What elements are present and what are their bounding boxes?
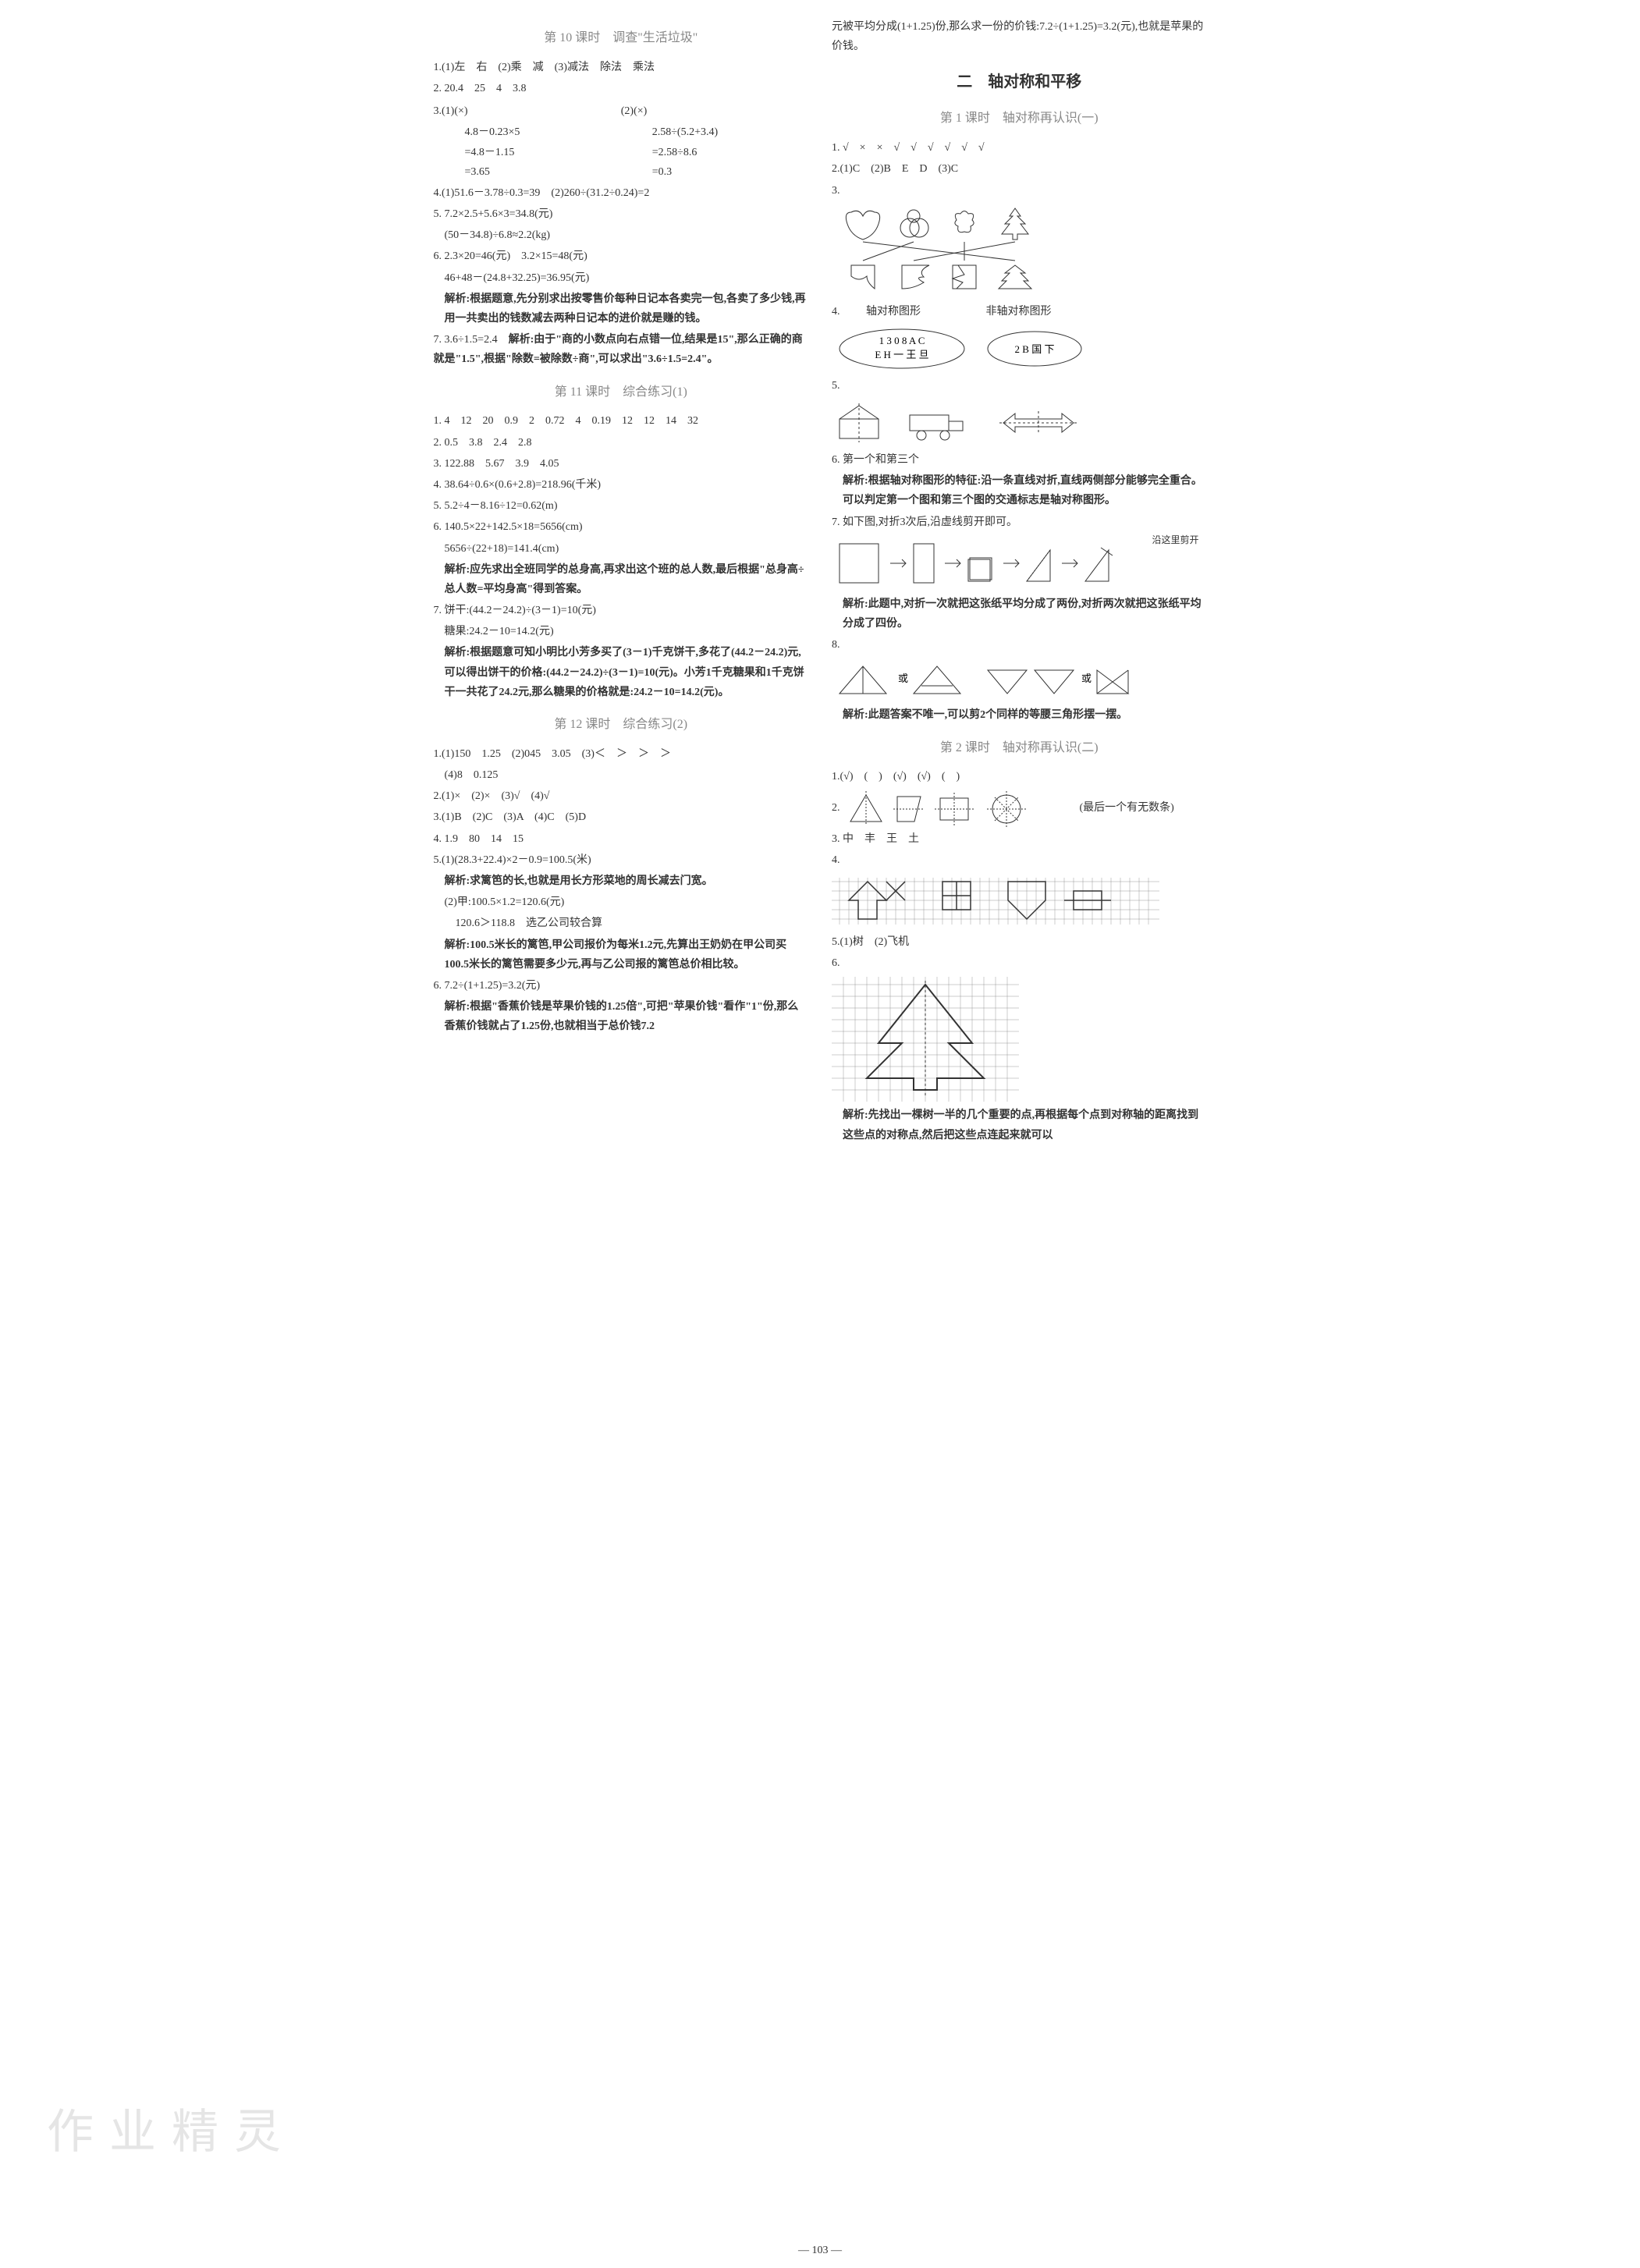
s10-q3-1c: =3.65 bbox=[465, 162, 621, 182]
q5-shapes bbox=[832, 399, 1207, 446]
r-s2-q4-label: 4. bbox=[832, 850, 1207, 870]
top-continuation: 元被平均分成(1+1.25)份,那么求一份的价钱:7.2÷(1+1.25)=3.… bbox=[832, 17, 1207, 56]
r-s1-q4-row: 4. 轴对称图形 非轴对称图形 bbox=[832, 302, 1207, 321]
s10-q3-2a: 2.58÷(5.2+3.4) bbox=[652, 122, 808, 142]
s10-q3-label1: 3.(1)(×) bbox=[434, 105, 468, 117]
section-11-title: 第 11 课时 综合练习(1) bbox=[434, 382, 809, 404]
s11-q5: 5. 5.2÷4－8.16÷12=0.62(m) bbox=[434, 496, 809, 516]
s12-q5-a1: 解析:求篱笆的长,也就是用长方形菜地的周长减去门宽。 bbox=[434, 871, 809, 891]
q4-grid bbox=[832, 874, 1207, 928]
r-s2-q6-analysis: 解析:先找出一棵树一半的几个重要的点,再根据每个点到对称轴的距离找到这些点的对称… bbox=[832, 1106, 1207, 1145]
s11-q2: 2. 0.5 3.8 2.4 2.8 bbox=[434, 433, 809, 453]
q4-left-label: 轴对称图形 bbox=[866, 306, 921, 318]
oval1-text2: E H 一 王 旦 bbox=[875, 349, 928, 360]
s12-q5a: 5.(1)(28.3+22.4)×2－0.9=100.5(米) bbox=[434, 850, 809, 870]
s11-q6b: 5656÷(22+18)=141.4(cm) bbox=[434, 539, 809, 559]
unit-title: 二 轴对称和平移 bbox=[832, 68, 1207, 96]
r-s2-q6-label: 6. bbox=[832, 953, 1207, 973]
s11-q6-analysis: 解析:应先求出全班同学的总身高,再求出这个班的总人数,最后根据"总身高÷总人数=… bbox=[434, 560, 809, 599]
q3-matching-diagram bbox=[832, 204, 1207, 298]
q4-ovals: 1 3 0 8 A C E H 一 王 旦 2 B 国 下 bbox=[832, 325, 1207, 372]
r-s1-q7: 7. 如下图,对折3次后,沿虚线剪开即可。 bbox=[832, 513, 1207, 532]
s10-q6a: 6. 2.3×20=46(元) 3.2×15=48(元) bbox=[434, 247, 809, 266]
r-s2-title: 第 2 课时 轴对称再认识(二) bbox=[832, 737, 1207, 760]
q7-fold-diagram: 沿这里剪开 bbox=[832, 536, 1207, 591]
r-s1-q8-label: 8. bbox=[832, 635, 1207, 655]
q4-right-label: 非轴对称图形 bbox=[986, 306, 1052, 318]
s10-q3-label2: (2)(×) bbox=[621, 105, 648, 117]
r-s2-q2-row: 2. (最后一个有无数条) bbox=[832, 789, 1207, 828]
s10-q3-2b: =2.58÷8.6 bbox=[652, 143, 808, 162]
watermark: 作业精灵 bbox=[47, 2090, 296, 2174]
svg-text:或: 或 bbox=[898, 673, 908, 684]
r-s1-title: 第 1 课时 轴对称再认识(一) bbox=[832, 108, 1207, 130]
left-column: 第 10 课时 调查"生活垃圾" 1.(1)左 右 (2)乘 减 (3)减法 除… bbox=[434, 16, 809, 1147]
r-s1-q8-analysis: 解析:此题答案不唯一,可以剪2个同样的等腰三角形摆一摆。 bbox=[832, 705, 1207, 725]
s10-q3-1b: =4.8－1.15 bbox=[465, 143, 621, 162]
s10-q3-2c: =0.3 bbox=[652, 162, 808, 182]
q6-grid-tree bbox=[832, 977, 1207, 1102]
s12-q1b: (4)8 0.125 bbox=[434, 765, 809, 785]
s12-q5b: (2)甲:100.5×1.2=120.6(元) bbox=[434, 893, 809, 912]
r-s1-q6-analysis: 解析:根据轴对称图形的特征:沿一条直线对折,直线两侧部分能够完全重合。可以判定第… bbox=[832, 471, 1207, 510]
s10-q3-pair: 3.(1)(×) 4.8－0.23×5 =4.8－1.15 =3.65 (2)(… bbox=[434, 100, 809, 182]
q2-note: (最后一个有无数条) bbox=[1080, 802, 1174, 814]
page-number: — 103 — bbox=[798, 2241, 842, 2260]
right-column: 元被平均分成(1+1.25)份,那么求一份的价钱:7.2÷(1+1.25)=3.… bbox=[832, 16, 1207, 1147]
s10-q7: 7. 3.6÷1.5=2.4 解析:由于"商的小数点向右点错一位,结果是15",… bbox=[434, 330, 809, 369]
s12-q5c: 120.6＞118.8 选乙公司较合算 bbox=[434, 914, 809, 933]
r-s1-q1: 1. √ × × √ √ √ √ √ √ bbox=[832, 138, 1207, 158]
s10-q5b: (50－34.8)÷6.8≈2.2(kg) bbox=[434, 225, 809, 245]
s10-q3-1a: 4.8－0.23×5 bbox=[465, 122, 621, 142]
s11-q1: 1. 4 12 20 0.9 2 0.72 4 0.19 12 12 14 32 bbox=[434, 411, 809, 431]
oval1-text1: 1 3 0 8 A C bbox=[879, 335, 925, 346]
section-10-title: 第 10 课时 调查"生活垃圾" bbox=[434, 27, 809, 50]
s12-q2: 2.(1)× (2)× (3)√ (4)√ bbox=[434, 786, 809, 806]
s12-q4: 4. 1.9 80 14 15 bbox=[434, 829, 809, 849]
r-s1-q6: 6. 第一个和第三个 bbox=[832, 450, 1207, 470]
s10-q1: 1.(1)左 右 (2)乘 减 (3)减法 除法 乘法 bbox=[434, 58, 809, 77]
r-s1-q3-label: 3. bbox=[832, 181, 1207, 201]
r-s1-q2: 2.(1)C (2)B E D (3)C bbox=[832, 159, 1207, 179]
r-s2-q5: 5.(1)树 (2)飞机 bbox=[832, 932, 1207, 952]
s12-q6: 6. 7.2÷(1+1.25)=3.2(元) bbox=[434, 976, 809, 996]
s12-q1a: 1.(1)150 1.25 (2)045 3.05 (3)＜ ＞ ＞ ＞ bbox=[434, 744, 809, 764]
r-s1-q5-label: 5. bbox=[832, 376, 1207, 396]
s10-q6-analysis: 解析:根据题意,先分别求出按零售价每种日记本各卖完一包,各卖了多少钱,再用一共卖… bbox=[434, 289, 809, 328]
r-s1-q7-analysis: 解析:此题中,对折一次就把这张纸平均分成了两份,对折两次就把这张纸平均分成了四份… bbox=[832, 595, 1207, 634]
s10-q5a: 5. 7.2×2.5+5.6×3=34.8(元) bbox=[434, 204, 809, 224]
r-s2-q1: 1.(√) ( ) (√) (√) ( ) bbox=[832, 767, 1207, 786]
s11-q4: 4. 38.64÷0.6×(0.6+2.8)=218.96(千米) bbox=[434, 475, 809, 495]
s11-q7b: 糖果:24.2－10=14.2(元) bbox=[434, 622, 809, 641]
s10-q4: 4.(1)51.6－3.78÷0.3=39 (2)260÷(31.2÷0.24)… bbox=[434, 183, 809, 203]
s11-q3: 3. 122.88 5.67 3.9 4.05 bbox=[434, 454, 809, 474]
s11-q7-analysis: 解析:根据题意可知小明比小芳多买了(3－1)千克饼干,多花了(44.2－24.2… bbox=[434, 643, 809, 702]
q8-triangles: 或 或 bbox=[832, 658, 1207, 701]
s11-q7a: 7. 饼干:(44.2－24.2)÷(3－1)=10(元) bbox=[434, 601, 809, 620]
s12-q6-analysis: 解析:根据"香蕉价钱是苹果价钱的1.25倍",可把"苹果价钱"看作"1"份,那么… bbox=[434, 997, 809, 1036]
r-s2-q3: 3. 中 丰 王 土 bbox=[832, 829, 1207, 849]
s10-q2: 2. 20.4 25 4 3.8 bbox=[434, 79, 809, 98]
s12-q3: 3.(1)B (2)C (3)A (4)C (5)D bbox=[434, 807, 809, 827]
s10-q6b: 46+48－(24.8+32.25)=36.95(元) bbox=[434, 268, 809, 288]
section-12-title: 第 12 课时 综合练习(2) bbox=[434, 714, 809, 736]
q2-shapes-svg bbox=[843, 789, 1077, 828]
oval2-text: 2 B 国 下 bbox=[1015, 343, 1055, 355]
svg-text:或: 或 bbox=[1081, 673, 1092, 684]
s11-q6a: 6. 140.5×22+142.5×18=5656(cm) bbox=[434, 517, 809, 537]
s12-q5-a2: 解析:100.5米长的篱笆,甲公司报价为每米1.2元,先算出王奶奶在甲公司买10… bbox=[434, 935, 809, 974]
q7-cut-label: 沿这里剪开 bbox=[1152, 532, 1198, 549]
